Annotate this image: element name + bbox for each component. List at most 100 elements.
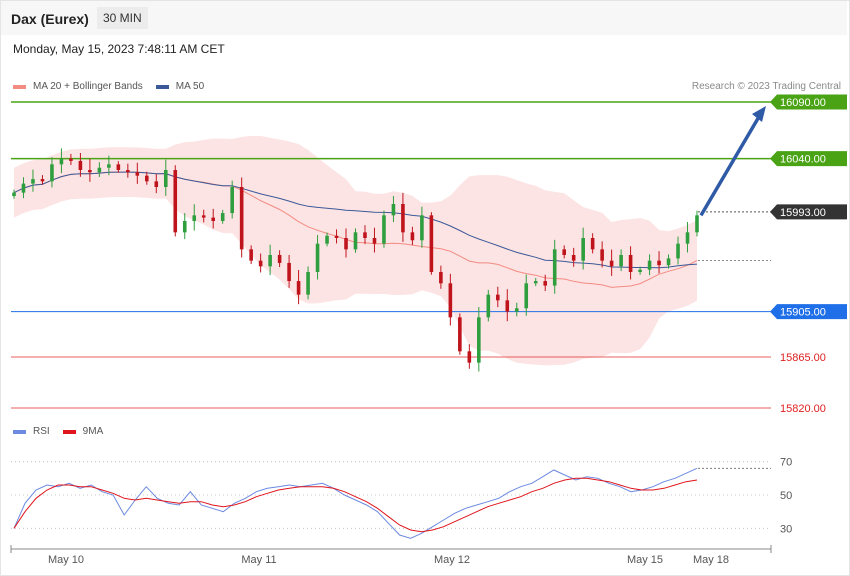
- candle: [514, 308, 519, 312]
- level-label-16040.00: 16040.00: [780, 154, 826, 166]
- candle: [571, 255, 576, 261]
- rsi-level-label-70: 70: [780, 457, 792, 469]
- candle: [21, 183, 26, 193]
- candle: [296, 281, 301, 295]
- forecast-arrow-shaft: [699, 114, 762, 217]
- candle: [192, 215, 197, 221]
- candle: [363, 232, 367, 238]
- candle: [201, 215, 206, 218]
- rsi-level-label-30: 30: [780, 523, 792, 535]
- candle: [344, 238, 348, 250]
- legend-ma50: MA 50: [175, 81, 205, 92]
- candle: [600, 249, 604, 261]
- legend-ma20: MA 20 + Bollinger Bands: [33, 81, 143, 92]
- candle: [505, 300, 510, 312]
- candle: [31, 179, 35, 184]
- level-label-15820.00: 15820.00: [780, 403, 826, 415]
- rsi-ma-line: [13, 477, 698, 533]
- candle: [524, 283, 529, 309]
- timestamp: Monday, May 15, 2023 7:48:11 AM CET: [13, 42, 225, 56]
- x-tick-label: May 18: [693, 554, 729, 566]
- candle: [609, 260, 614, 267]
- level-tag-16040.00: [770, 151, 847, 167]
- candle: [135, 172, 140, 176]
- candle: [325, 235, 329, 244]
- candle: [154, 181, 159, 187]
- candle: [306, 272, 310, 295]
- candle: [40, 179, 45, 182]
- candle: [695, 215, 699, 233]
- candle: [239, 187, 244, 250]
- candle: [353, 232, 358, 250]
- level-tag-15993.00: [770, 204, 847, 220]
- candle: [619, 255, 623, 267]
- candle: [391, 204, 396, 216]
- candle: [657, 260, 661, 266]
- candle: [628, 255, 633, 272]
- candle: [145, 175, 149, 182]
- candle: [230, 187, 234, 214]
- candle: [467, 351, 472, 363]
- candle: [552, 249, 557, 286]
- legend-rsi-ma: 9MA: [82, 426, 104, 437]
- candle: [287, 262, 291, 282]
- candle: [220, 213, 225, 221]
- candle: [581, 238, 585, 261]
- candle: [448, 283, 453, 318]
- candle: [676, 243, 680, 259]
- candle: [88, 170, 92, 173]
- candle: [126, 170, 130, 173]
- level-tag-16090.00: [770, 94, 847, 110]
- candle: [543, 281, 548, 286]
- x-tick-label: May 11: [241, 554, 276, 566]
- candle: [211, 217, 216, 221]
- instrument-title: Dax (Eurex): [11, 11, 89, 27]
- candle: [249, 249, 253, 261]
- x-tick-label: May 12: [434, 554, 470, 566]
- rsi-ma-swatch: [62, 429, 76, 434]
- candle: [258, 260, 263, 267]
- level-label-15865.00: 15865.00: [780, 352, 826, 364]
- candle: [372, 238, 377, 244]
- candle: [268, 255, 272, 267]
- candle: [486, 294, 491, 318]
- candle: [78, 160, 83, 170]
- rsi-level-label-50: 50: [780, 490, 792, 502]
- candle: [334, 235, 339, 238]
- candle: [495, 294, 500, 301]
- candle: [590, 238, 595, 250]
- candle: [477, 317, 481, 363]
- level-label-15993.00: 15993.00: [780, 207, 826, 219]
- candle: [69, 158, 73, 161]
- x-tick-label: May 10: [48, 554, 84, 566]
- credit-text: Research © 2023 Trading Central: [691, 81, 841, 92]
- ma20-swatch: [13, 84, 26, 89]
- candle: [533, 281, 538, 284]
- candle: [439, 272, 443, 284]
- candle: [638, 269, 642, 272]
- candle: [458, 317, 462, 352]
- candle: [277, 255, 282, 263]
- main-legend: MA 20 + Bollinger Bands MA 50: [13, 81, 217, 92]
- candle: [163, 170, 168, 187]
- candle: [382, 215, 386, 244]
- candle: [182, 221, 187, 233]
- candle: [647, 260, 652, 270]
- forecast-arrowhead: [752, 106, 766, 122]
- level-label-16090.00: 16090.00: [780, 97, 826, 109]
- rsi-swatch: [13, 429, 26, 434]
- candle: [562, 249, 566, 255]
- candle: [12, 192, 16, 197]
- candle: [97, 167, 102, 173]
- candle: [173, 170, 178, 233]
- level-label-15905.00: 15905.00: [780, 307, 826, 319]
- x-tick-label: May 15: [627, 554, 663, 566]
- rsi-line: [13, 467, 698, 539]
- candle: [59, 158, 64, 165]
- candle: [410, 232, 415, 241]
- candle: [50, 164, 54, 182]
- interval-button[interactable]: 30 MIN: [97, 7, 148, 29]
- candle: [420, 215, 424, 241]
- candle: [107, 164, 111, 168]
